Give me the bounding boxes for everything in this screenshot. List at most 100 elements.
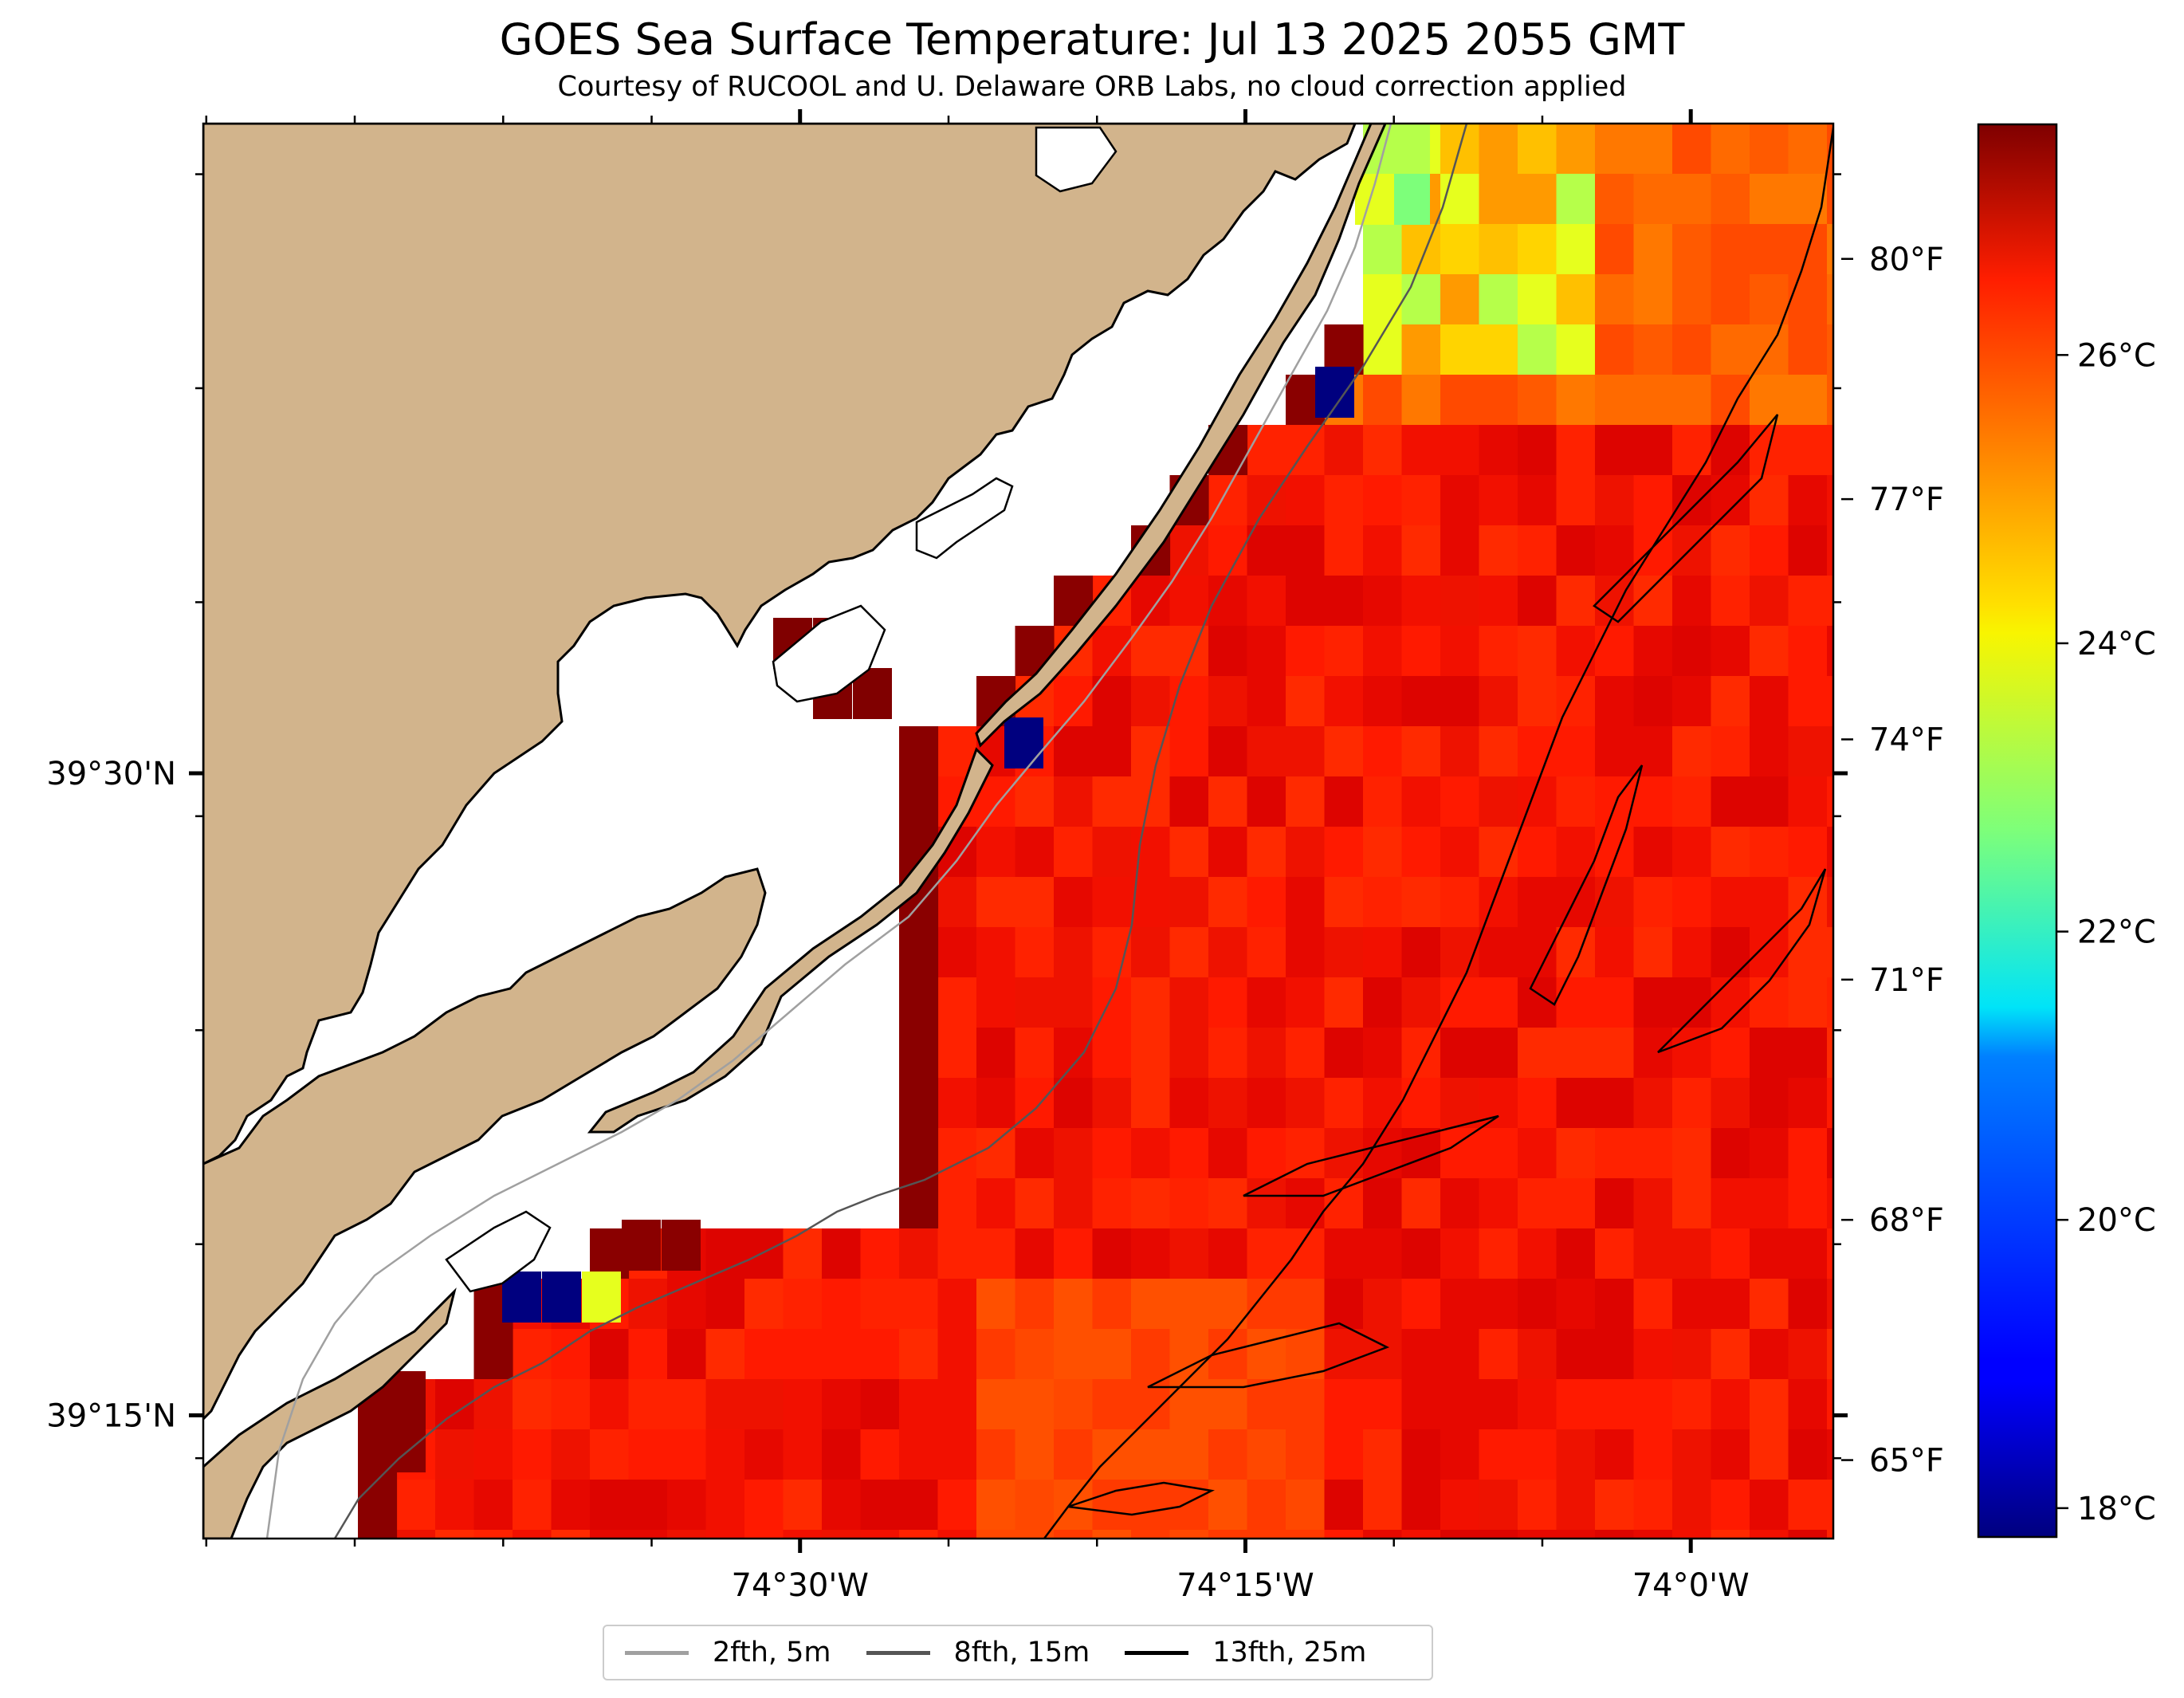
sst-cell: [1556, 1279, 1596, 1330]
sst-cell: [1595, 1078, 1635, 1129]
sst-cell: [396, 1530, 436, 1539]
legend-swatch: [625, 1650, 689, 1655]
sst-cell: [1401, 475, 1441, 526]
sst-cell: [1556, 174, 1596, 225]
sst-cell: [1208, 1429, 1248, 1480]
sst-cell: [1324, 827, 1364, 878]
sst-cell: [1169, 1228, 1209, 1279]
sst-cell: [1595, 1379, 1635, 1430]
sst-cell: [1556, 1028, 1596, 1079]
sst-cell: [1440, 1480, 1480, 1531]
sst-cell: [1827, 475, 1833, 526]
sst-cell: [1633, 375, 1673, 426]
sst-cell: [976, 1128, 1016, 1179]
sst-cell: [513, 1480, 552, 1531]
sst-cell: [1672, 425, 1712, 476]
sst-cell: [783, 1429, 823, 1480]
sst-cell: [976, 1379, 1016, 1430]
sst-cell: [628, 1279, 668, 1330]
sst-cell: [1247, 576, 1286, 627]
legend-entry: 13fth, 25m: [1125, 1637, 1366, 1669]
sst-cell: [1169, 827, 1209, 878]
sst-cell: [1672, 1480, 1712, 1531]
sst-cell: [1750, 676, 1789, 727]
sst-cell: [1788, 1329, 1828, 1380]
sst-cell: [1208, 1530, 1248, 1539]
sst-cell: [1595, 375, 1635, 426]
sst-cell: [1595, 877, 1635, 928]
sst-cell: [1633, 425, 1673, 476]
sst-cell: [1401, 324, 1441, 375]
sst-cell: [976, 1279, 1016, 1330]
sst-cell: [1208, 626, 1248, 677]
sst-cell: [1556, 1329, 1596, 1380]
sst-cell: [1672, 1329, 1712, 1380]
sst-cell: [1827, 576, 1833, 627]
colorbar-fahrenheit-label: 77°F: [1869, 481, 1944, 518]
sst-cell: [1131, 1078, 1171, 1129]
sst-cell: [1595, 174, 1635, 225]
sst-cell: [1440, 174, 1480, 225]
sst-cell: [899, 977, 939, 1028]
sst-cell: [1440, 626, 1480, 677]
sst-cell: [1827, 927, 1833, 978]
sst-cell: [1672, 124, 1712, 175]
sst-cell: [1324, 1480, 1364, 1531]
sst-cell: [1286, 776, 1326, 827]
sst-cell: [1595, 475, 1635, 526]
colorbar-celsius-label: 22°C: [2077, 914, 2156, 951]
sst-cell: [1518, 827, 1557, 878]
sst-cell: [1247, 726, 1286, 777]
sst-cell: [1324, 927, 1364, 978]
sst-cell: [1363, 877, 1403, 928]
sst-cell: [1595, 425, 1635, 476]
map-title: GOES Sea Surface Temperature: Jul 13 202…: [499, 14, 1685, 65]
sst-cell: [1324, 626, 1364, 677]
sst-cell: [1750, 776, 1789, 827]
sst-cell: [860, 1279, 900, 1330]
sst-cell: [1247, 626, 1286, 677]
sst-cell: [1827, 827, 1833, 878]
colorbar-celsius-label: 20°C: [2077, 1202, 2156, 1239]
colorbar-celsius-label: 26°C: [2077, 337, 2156, 374]
sst-cell: [1440, 1178, 1480, 1229]
sst-cell: [705, 1379, 745, 1430]
sst-cell: [1633, 1279, 1673, 1330]
lon-tick-label: 74°0'W: [1632, 1567, 1750, 1604]
sst-cell: [582, 1272, 621, 1323]
sst-cell: [1518, 274, 1557, 325]
sst-cell: [1131, 576, 1171, 627]
sst-cell: [1092, 1178, 1132, 1229]
sst-cell: [1015, 1228, 1055, 1279]
colorbar-fahrenheit-label: 74°F: [1869, 721, 1944, 758]
sst-cell: [513, 1429, 552, 1480]
sst-cell: [1788, 1480, 1828, 1531]
sst-cell: [1324, 1329, 1364, 1380]
sst-cell: [1788, 1279, 1828, 1330]
sst-cell: [1633, 1379, 1673, 1430]
sst-cell: [1750, 927, 1789, 978]
sst-cell: [1827, 1379, 1833, 1430]
sst-cell: [783, 1530, 823, 1539]
sst-cell: [1363, 1379, 1403, 1430]
sst-cell: [744, 1429, 784, 1480]
sst-cell: [1711, 1429, 1750, 1480]
sst-cell: [1286, 1128, 1326, 1179]
sst-cell: [358, 1480, 398, 1531]
sst-cell: [705, 1329, 745, 1380]
sst-cell: [1208, 676, 1248, 727]
sst-cell: [1518, 375, 1557, 426]
sst-cell: [1247, 676, 1286, 727]
sst-cell: [1247, 1480, 1286, 1531]
sst-cell: [1750, 827, 1789, 878]
sst-cell: [1672, 827, 1712, 878]
sst-cell: [1247, 1429, 1286, 1480]
sst-cell: [1827, 1480, 1833, 1531]
sst-cell: [976, 927, 1016, 978]
sst-cell: [1401, 776, 1441, 827]
sst-cell: [1750, 1329, 1789, 1380]
sst-cell: [1247, 425, 1286, 476]
sst-cell: [1054, 676, 1094, 727]
bathymetry-feature-6: [1067, 1481, 1215, 1516]
sst-cell: [1479, 1279, 1518, 1330]
